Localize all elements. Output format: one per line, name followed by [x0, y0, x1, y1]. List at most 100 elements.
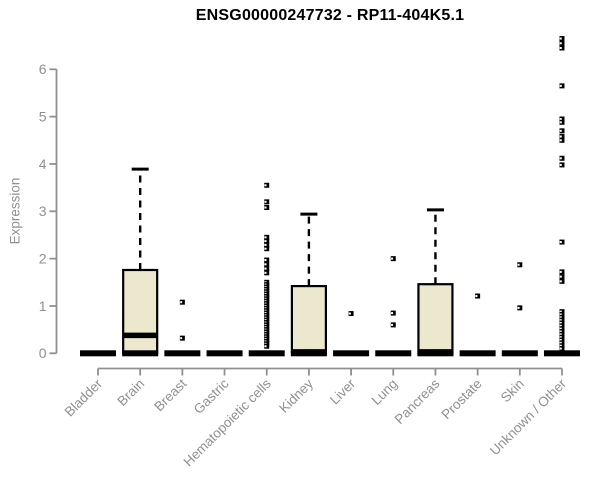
outlier-square [390, 310, 396, 316]
outlier-point [559, 343, 565, 349]
boxplot-prostate [459, 293, 496, 357]
outlier-square [559, 40, 565, 46]
collapsed-box-bar [375, 350, 412, 357]
outlier-point [264, 270, 270, 276]
outlier-notch [559, 47, 562, 50]
outlier-notch [559, 275, 562, 278]
outlier-notch [559, 84, 562, 87]
x-tick-label: Lung [369, 376, 401, 408]
outlier-point [559, 134, 565, 140]
outlier-point [559, 314, 565, 320]
outlier-notch [391, 312, 394, 315]
outlier-point [179, 335, 185, 341]
outlier-square [264, 205, 270, 211]
boxplot-gastric [206, 350, 243, 357]
boxplot-skin [501, 262, 538, 357]
outlier-notch [264, 271, 267, 274]
outlier-point [559, 45, 565, 51]
collapsed-box-bar [164, 350, 201, 357]
outlier-point [559, 239, 565, 245]
outlier-point [559, 116, 565, 122]
boxplot-lung [375, 256, 412, 357]
outlier-square [264, 270, 270, 276]
outlier-square [390, 322, 396, 328]
outlier-point [264, 266, 270, 272]
collapsed-box-bar [459, 350, 496, 357]
outlier-notch [559, 333, 562, 336]
box [417, 283, 454, 355]
outlier-point [264, 205, 270, 211]
outlier-notch [559, 157, 562, 160]
outlier-point [348, 311, 354, 317]
outlier-square [264, 266, 270, 272]
outlier-point [559, 331, 565, 337]
outlier-notch [559, 319, 562, 322]
outlier-square [179, 299, 185, 305]
lower-whisker-bar [122, 350, 159, 357]
outlier-square [264, 257, 270, 263]
boxplot-bladder [80, 350, 116, 357]
outlier-notch [180, 301, 183, 304]
outlier-point [559, 346, 565, 352]
y-tick-label: 2 [39, 250, 47, 266]
collapsed-box-bar [206, 350, 243, 357]
outlier-notch [559, 336, 562, 339]
y-axis: 0 1 2 3 4 5 6 [39, 61, 58, 361]
outlier-notch [559, 139, 562, 142]
collapsed-box-bar [333, 350, 370, 357]
outlier-square [559, 45, 565, 51]
outlier-point [559, 340, 565, 346]
outlier-square [264, 199, 270, 205]
collapsed-box-bar [248, 350, 285, 357]
outlier-notch [264, 243, 267, 246]
outlier-square [559, 323, 565, 329]
outlier-notch [517, 263, 520, 266]
outlier-square [517, 262, 523, 268]
outlier-notch [559, 341, 562, 344]
collapsed-box-bar [80, 350, 116, 357]
outlier-notch [559, 313, 562, 316]
outlier-notch [559, 344, 562, 347]
x-tick-label: Skin [498, 376, 527, 405]
outlier-point [559, 278, 565, 284]
outlier-square [559, 116, 565, 122]
outlier-point [559, 119, 565, 125]
outlier-point [264, 343, 270, 349]
outlier-point [264, 234, 270, 240]
outlier-point [559, 83, 565, 89]
outlier-square [264, 238, 270, 244]
outlier-square [559, 311, 565, 317]
outlier-notch [559, 135, 562, 138]
outlier-square [179, 335, 185, 341]
outlier-notch [559, 129, 562, 132]
box [122, 268, 159, 355]
outlier-square [559, 337, 565, 343]
outlier-notch [559, 347, 562, 350]
outlier-square [559, 36, 565, 42]
outlier-square [390, 256, 396, 262]
outlier-point [390, 310, 396, 316]
outlier-notch [264, 247, 267, 250]
outlier-square [559, 274, 565, 280]
lower-whisker-bar [417, 350, 454, 357]
outlier-point [559, 337, 565, 343]
outlier-square [264, 343, 270, 349]
boxplot-hematopoietic-cells [248, 182, 285, 357]
outlier-notch [264, 345, 267, 348]
outlier-square [348, 311, 354, 317]
outlier-notch [264, 236, 267, 239]
outlier-notch [559, 163, 562, 166]
outlier-square [559, 278, 565, 284]
x-tick-label: Breast [151, 376, 189, 414]
outlier-notch [559, 327, 562, 330]
outlier-point [517, 305, 523, 311]
outlier-point [559, 137, 565, 143]
outlier-point [559, 334, 565, 340]
outlier-notch [264, 206, 267, 209]
y-tick-label: 6 [39, 61, 47, 77]
outlier-square [559, 317, 565, 323]
collapsed-box-bar [501, 350, 538, 357]
outlier-square [559, 314, 565, 320]
